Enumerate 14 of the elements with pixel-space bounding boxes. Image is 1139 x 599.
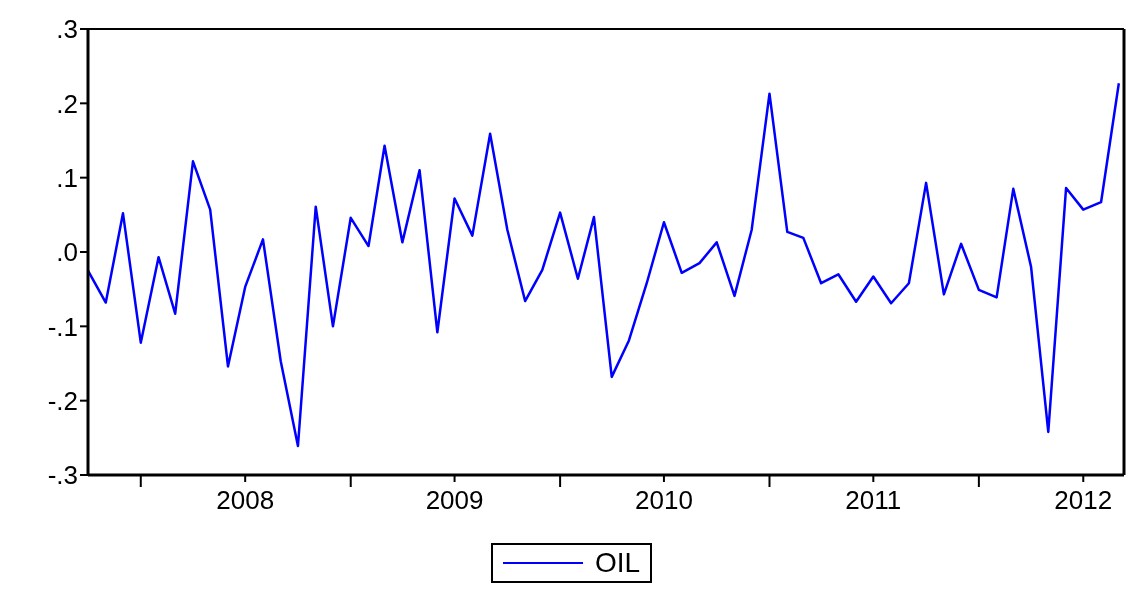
x-tick-label: 2008 [216,485,275,515]
y-tick-label: .0 [56,237,78,268]
y-tick-label: -.1 [47,311,78,342]
line-series [88,82,1121,448]
x-tick-label: 2012 [1054,485,1113,515]
legend-label: OIL [594,547,641,579]
x-tick-label: 2010 [635,485,693,515]
y-tick-label: .1 [56,162,78,193]
y-tick-label: .2 [56,88,78,119]
y-tick-label: .3 [56,14,78,45]
y-tick-label: -.3 [47,460,78,491]
x-tick-label: 2011 [845,485,902,515]
y-tick-label: -.2 [47,385,78,416]
x-tick-label: 2009 [425,485,484,515]
